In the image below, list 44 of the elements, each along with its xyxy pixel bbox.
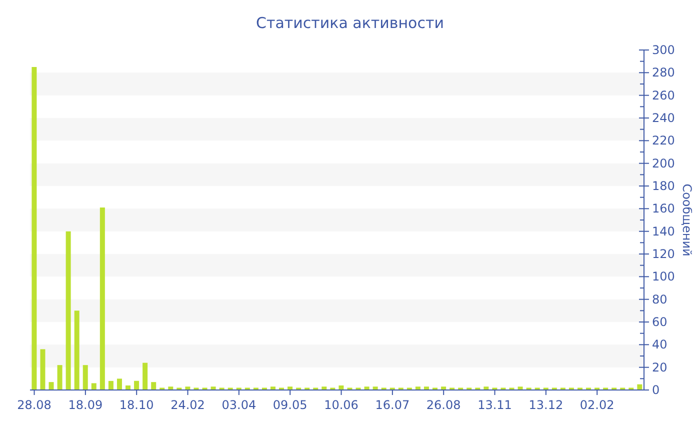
y-tick-label: 120	[652, 247, 675, 261]
y-tick-label: 20	[652, 360, 668, 374]
y-tick-label: 220	[652, 134, 675, 148]
y-tick-label: 260	[652, 88, 675, 102]
bar	[134, 380, 140, 390]
y-tick-label: 160	[652, 202, 675, 216]
bar	[142, 362, 148, 390]
x-tick-label: 02.02	[580, 398, 614, 412]
x-tick-label: 10.06	[324, 398, 358, 412]
x-tick-label: 24.02	[170, 398, 205, 412]
x-tick-label: 18.09	[68, 398, 103, 412]
y-tick-label: 60	[652, 315, 668, 329]
x-tick-label: 18.10	[119, 398, 154, 412]
y-tick-label: 240	[652, 111, 675, 125]
bar	[91, 383, 96, 390]
x-tick-label: 13.12	[528, 398, 564, 412]
y-tick-label: 40	[652, 338, 668, 352]
bar	[82, 365, 88, 390]
y-tick-label: 280	[652, 66, 675, 80]
y-tick-label: 140	[652, 224, 675, 238]
x-tick-label: 28.08	[17, 398, 52, 412]
x-tick-label: 03.04	[222, 398, 256, 412]
y-tick-label: 100	[652, 270, 675, 284]
x-tick-label: 09.05	[272, 398, 308, 412]
bar	[74, 310, 80, 390]
x-tick-label: 13.11	[478, 398, 512, 412]
y-tick-label: 300	[652, 43, 675, 57]
x-tick-label: 26.08	[426, 398, 461, 412]
y-axis-title: Сообщений	[680, 184, 694, 256]
bar	[108, 380, 114, 390]
y-tick-label: 0	[652, 383, 660, 397]
bar	[66, 231, 71, 390]
x-tick-label: 16.07	[375, 398, 410, 412]
bar	[57, 365, 62, 390]
bar	[32, 67, 37, 390]
bar	[40, 349, 46, 390]
bar	[116, 378, 122, 390]
bar	[151, 382, 156, 390]
y-tick-label: 80	[652, 292, 668, 306]
y-tick-label: 180	[652, 179, 675, 193]
y-tick-label: 200	[652, 156, 675, 170]
bar	[48, 382, 54, 390]
chart-title: Статистика активности	[255, 13, 445, 34]
bar	[100, 208, 105, 390]
